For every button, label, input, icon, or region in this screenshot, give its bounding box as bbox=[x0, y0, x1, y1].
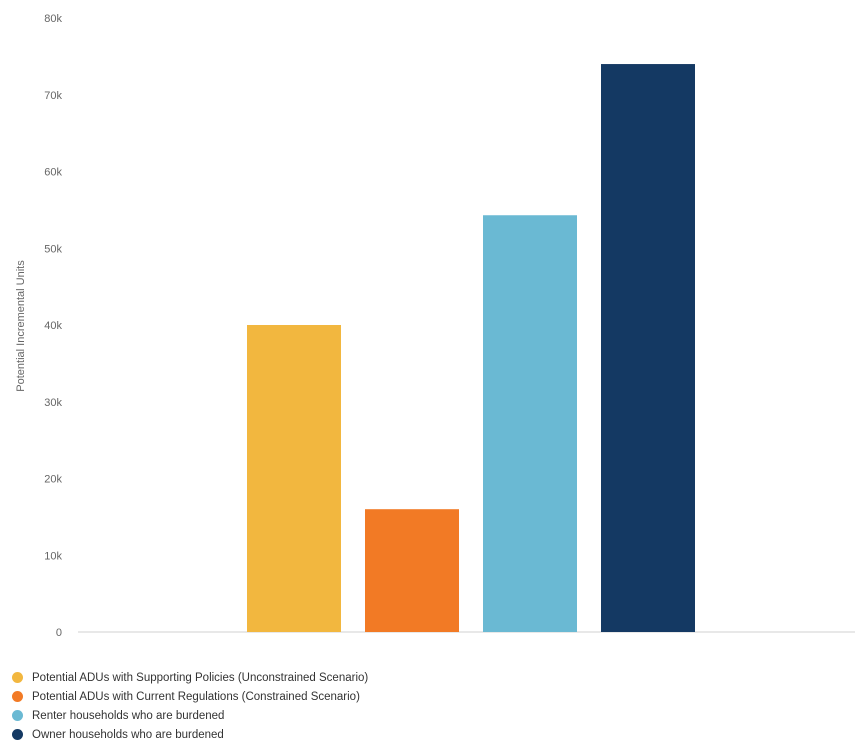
legend-label: Owner households who are burdened bbox=[32, 728, 224, 741]
legend-swatch bbox=[12, 672, 23, 683]
legend-label: Renter households who are burdened bbox=[32, 709, 225, 722]
bars bbox=[247, 64, 695, 633]
legend-label: Potential ADUs with Current Regulations … bbox=[32, 690, 360, 703]
y-axis-ticks: 0 10k 20k 30k 40k 50k 60k 70k 80k bbox=[44, 13, 62, 639]
y-tick-label: 20k bbox=[44, 474, 62, 486]
legend-swatch bbox=[12, 710, 23, 721]
bar-4[interactable] bbox=[601, 64, 695, 633]
y-tick-label: 80k bbox=[44, 13, 62, 25]
bar-3[interactable] bbox=[483, 215, 577, 632]
legend-swatch bbox=[12, 691, 23, 702]
y-tick-label: 40k bbox=[44, 320, 62, 332]
legend: Potential ADUs with Supporting Policies … bbox=[12, 668, 712, 744]
legend-swatch bbox=[12, 729, 23, 740]
y-axis-title: Potential Incremental Units bbox=[15, 260, 27, 392]
bar-1[interactable] bbox=[247, 325, 341, 632]
y-tick-label: 30k bbox=[44, 397, 62, 409]
y-tick-label: 70k bbox=[44, 90, 62, 102]
legend-item[interactable]: Potential ADUs with Supporting Policies … bbox=[12, 668, 712, 687]
legend-label: Potential ADUs with Supporting Policies … bbox=[32, 671, 369, 684]
legend-item[interactable]: Owner households who are burdened bbox=[12, 725, 712, 744]
y-tick-label: 0 bbox=[56, 627, 62, 639]
y-tick-label: 50k bbox=[44, 243, 62, 255]
legend-item[interactable]: Potential ADUs with Current Regulations … bbox=[12, 687, 712, 706]
y-tick-label: 10k bbox=[44, 550, 62, 562]
bar-2[interactable] bbox=[365, 509, 459, 632]
legend-item[interactable]: Renter households who are burdened bbox=[12, 706, 712, 725]
y-tick-label: 60k bbox=[44, 167, 62, 179]
bar-chart: 0 10k 20k 30k 40k 50k 60k 70k 80k Potential Incr… bbox=[15, 13, 855, 639]
